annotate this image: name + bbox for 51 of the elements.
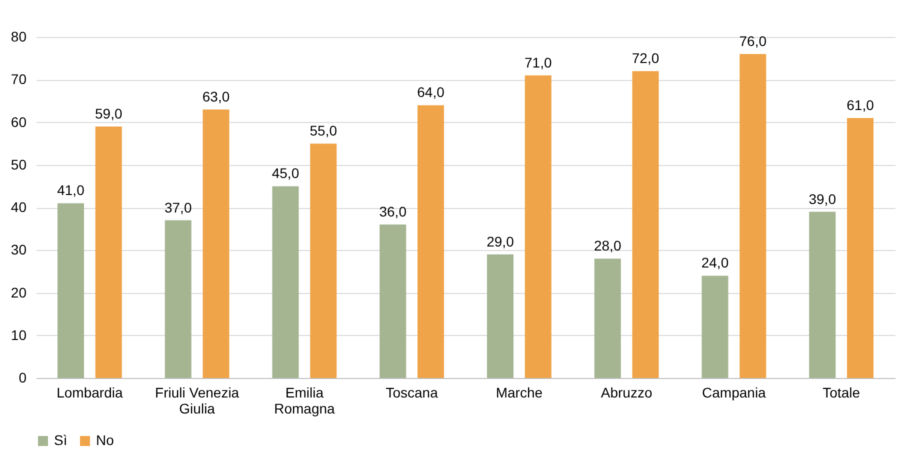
y-tick-label: 10 (10, 326, 27, 343)
x-tick-label: Campania (702, 384, 766, 400)
y-tick-label: 60 (10, 114, 27, 130)
data-label: 29,0 (486, 233, 514, 250)
bar (272, 186, 299, 378)
data-label: 71,0 (524, 54, 552, 70)
y-tick-label: 0 (18, 370, 27, 386)
x-tick-label: Abruzzo (600, 384, 652, 400)
bar (846, 118, 874, 378)
bar (380, 224, 406, 378)
data-label: 45,0 (272, 165, 300, 182)
y-tick-label: 50 (10, 156, 27, 172)
y-tick-label: 70 (10, 71, 27, 88)
legend-label: No (96, 432, 114, 448)
x-tick-label: Marche (496, 384, 543, 400)
data-label: 37,0 (164, 199, 192, 216)
x-tick-label: Totale (822, 384, 860, 400)
bar (164, 220, 192, 378)
y-tick-label: 40 (10, 199, 27, 215)
x-tick-label: Friuli Venezia Giulia (155, 384, 240, 416)
bar (809, 212, 836, 378)
x-tick-label: Toscana (386, 384, 438, 400)
data-label: 36,0 (379, 204, 407, 220)
x-tick-label: Emilia Romagna (274, 384, 336, 416)
x-tick-label: Lombardia (56, 384, 123, 400)
legend-label: Sì (54, 432, 68, 448)
bar (702, 276, 728, 378)
data-label: 63,0 (202, 88, 230, 104)
data-label: 39,0 (808, 190, 836, 207)
data-label: 61,0 (846, 96, 874, 113)
bar (57, 203, 84, 378)
data-label: 64,0 (417, 84, 445, 100)
data-label: 55,0 (310, 122, 338, 139)
bar (594, 258, 621, 378)
bar (202, 109, 230, 378)
bar (95, 126, 122, 378)
bar (417, 105, 444, 378)
bar (740, 54, 766, 378)
data-label: 28,0 (594, 238, 622, 254)
y-tick-label: 80 (10, 28, 27, 44)
y-tick-label: 20 (10, 284, 27, 300)
data-label: 59,0 (95, 106, 122, 122)
bar (524, 75, 552, 378)
bar (486, 254, 514, 378)
data-label: 76,0 (739, 33, 767, 50)
bar (310, 144, 337, 378)
data-label: 72,0 (632, 50, 660, 66)
data-label: 41,0 (57, 182, 85, 198)
data-label: 24,0 (701, 254, 729, 271)
bar (632, 71, 659, 378)
y-tick-label: 30 (10, 242, 27, 258)
